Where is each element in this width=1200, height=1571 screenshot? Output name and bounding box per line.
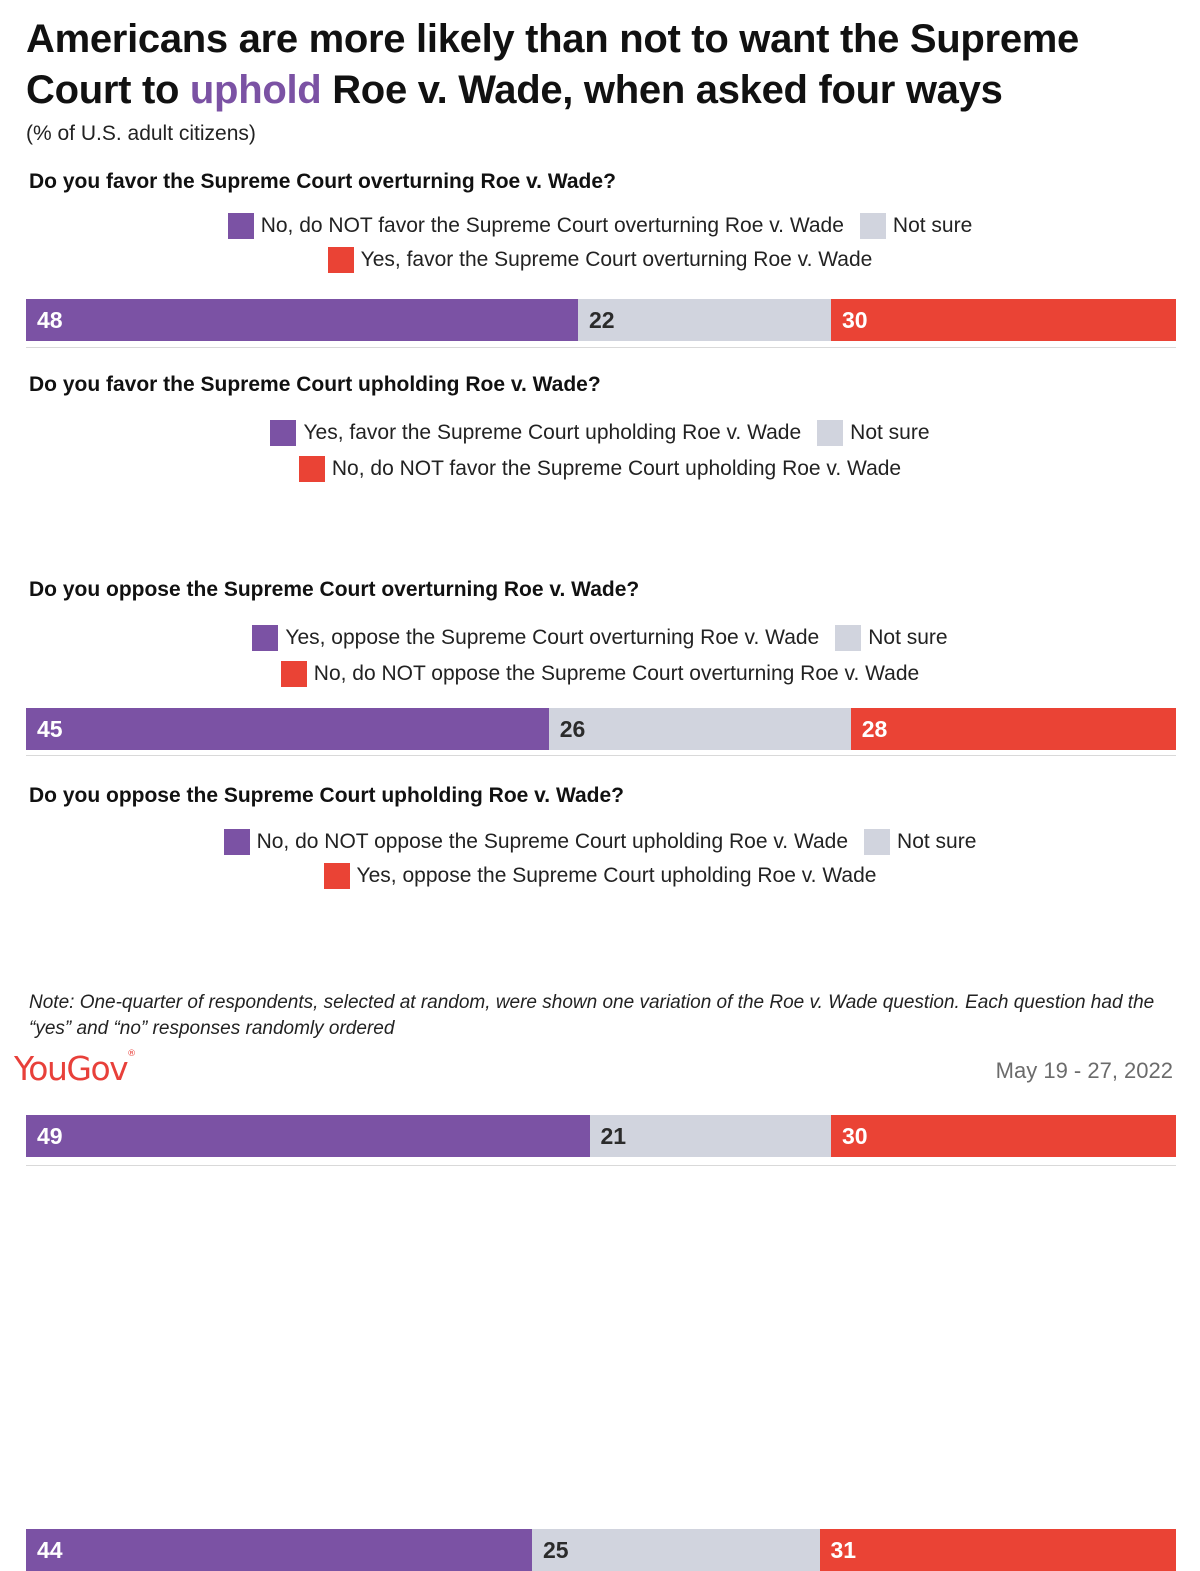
legend-swatch-purple — [223, 829, 250, 855]
data-label: 44 — [37, 1536, 63, 1563]
legend-item-red: Yes, favor the Supreme Court overturning… — [327, 247, 873, 273]
legend-swatch-gray — [864, 829, 891, 855]
data-label: 45 — [37, 715, 63, 742]
data-label: 48 — [37, 306, 63, 333]
legend-item-red: Yes, oppose the Supreme Court upholding … — [323, 863, 877, 889]
legend-swatch-purple — [270, 420, 297, 446]
legend-label: Yes, favor the Supreme Court overturning… — [360, 248, 873, 271]
legend-row: Yes, favor the Supreme Court overturning… — [0, 247, 1200, 273]
stacked-bar: 49 21 30 — [26, 1115, 1176, 1157]
stacked-bar: 44 25 31 — [26, 1529, 1176, 1571]
legend-swatch-gray — [859, 213, 886, 239]
bar-segment-not-sure: 21 — [589, 1115, 831, 1157]
stacked-bar: 48 22 30 — [26, 299, 1176, 341]
data-label: 49 — [37, 1122, 63, 1149]
data-label: 30 — [842, 1122, 868, 1149]
legend-item-gray: Not sure — [817, 420, 930, 446]
panel-question: Do you oppose the Supreme Court upholdin… — [29, 784, 625, 807]
legend-row: No, do NOT oppose the Supreme Court upho… — [0, 829, 1200, 855]
panel-separator — [26, 755, 1176, 756]
legend-swatch-red — [298, 456, 325, 482]
legend-item-red: No, do NOT favor the Supreme Court uphol… — [298, 456, 902, 482]
legend-label: No, do NOT oppose the Supreme Court over… — [313, 662, 920, 685]
bar-segment-not-sure: 25 — [532, 1529, 820, 1571]
legend-item-gray: Not sure — [835, 625, 948, 651]
panel-separator — [26, 347, 1176, 348]
yougov-logo: YouGov® — [14, 1049, 137, 1088]
legend-swatch-purple — [252, 625, 279, 651]
legend-swatch-gray — [817, 420, 844, 446]
title-part-1: Americans are more likely than not to wa… — [26, 17, 1079, 112]
legend-label: Not sure — [892, 214, 973, 237]
legend-row: Yes, oppose the Supreme Court upholding … — [0, 863, 1200, 889]
panel-question: Do you favor the Supreme Court upholding… — [29, 373, 601, 396]
legend-swatch-purple — [227, 213, 254, 239]
footnote: Note: One-quarter of respondents, select… — [29, 992, 1155, 1039]
bar-segment-purple: 48 — [26, 299, 578, 341]
bar-segment-red: 28 — [850, 708, 1176, 750]
legend-item-purple: Yes, favor the Supreme Court upholding R… — [270, 420, 801, 446]
legend-swatch-red — [327, 247, 354, 273]
bar-segment-red: 31 — [819, 1529, 1176, 1571]
chart-subtitle: (% of U.S. adult citizens) — [26, 122, 256, 145]
legend-swatch-red — [323, 863, 350, 889]
stacked-bar: 45 26 28 — [26, 708, 1176, 750]
panel-question: Do you favor the Supreme Court overturni… — [29, 170, 616, 193]
bar-segment-red: 30 — [831, 299, 1176, 341]
chart-panel-4: Do you oppose the Supreme Court upholdin… — [0, 784, 1200, 1571]
bar-segment-purple: 49 — [26, 1115, 590, 1157]
legend-row: No, do NOT oppose the Supreme Court over… — [0, 661, 1200, 687]
legend-row: No, do NOT favor the Supreme Court uphol… — [0, 456, 1200, 482]
panel-separator — [26, 1165, 1176, 1166]
legend-row: No, do NOT favor the Supreme Court overt… — [0, 213, 1200, 239]
legend-label: No, do NOT favor the Supreme Court overt… — [260, 214, 844, 237]
legend-label: No, do NOT oppose the Supreme Court upho… — [256, 830, 849, 853]
legend-row: Yes, oppose the Supreme Court overturnin… — [0, 625, 1200, 651]
legend-item-red: No, do NOT oppose the Supreme Court over… — [280, 661, 920, 687]
legend-label: Yes, favor the Supreme Court upholding R… — [303, 421, 802, 444]
legend-label: No, do NOT favor the Supreme Court uphol… — [331, 457, 902, 480]
legend-item-gray: Not sure — [859, 213, 973, 239]
legend-label: Not sure — [897, 830, 977, 853]
logo-text: YouGov — [14, 1049, 129, 1088]
survey-date: May 19 - 27, 2022 — [995, 1058, 1173, 1083]
data-label: 26 — [559, 715, 586, 742]
data-label: 25 — [543, 1536, 569, 1563]
legend-swatch-red — [280, 661, 307, 687]
legend-swatch-gray — [835, 625, 862, 651]
data-label: 28 — [861, 715, 888, 742]
bar-segment-red: 30 — [831, 1115, 1176, 1157]
chart-panel-3: Do you oppose the Supreme Court overturn… — [0, 578, 1200, 1166]
legend-item-purple: No, do NOT favor the Supreme Court overt… — [227, 213, 844, 239]
legend-item-purple: Yes, oppose the Supreme Court overturnin… — [252, 625, 819, 651]
legend-label: Yes, oppose the Supreme Court upholding … — [356, 864, 877, 887]
chart-title: Americans are more likely than not to wa… — [26, 14, 1186, 116]
data-label: 21 — [600, 1122, 627, 1149]
data-label: 31 — [830, 1536, 857, 1563]
bar-segment-purple: 45 — [26, 708, 549, 750]
title-highlight: uphold — [189, 68, 322, 112]
legend-label: Yes, oppose the Supreme Court overturnin… — [285, 626, 820, 649]
legend-item-purple: No, do NOT oppose the Supreme Court upho… — [223, 829, 849, 855]
panel-question: Do you oppose the Supreme Court overturn… — [29, 578, 640, 601]
legend-label: Not sure — [868, 626, 948, 649]
legend-label: Not sure — [850, 421, 930, 444]
legend-item-gray: Not sure — [864, 829, 976, 855]
data-label: 30 — [842, 306, 868, 333]
bar-segment-purple: 44 — [26, 1529, 532, 1571]
bar-segment-not-sure: 26 — [548, 708, 851, 750]
chart-panel-1: Do you favor the Supreme Court overturni… — [0, 170, 1200, 370]
title-part-2: Roe v. Wade, when asked four ways — [321, 68, 1003, 112]
data-label: 22 — [589, 306, 615, 333]
chart-panel-2: Do you favor the Supreme Court upholding… — [0, 373, 1200, 756]
bar-segment-not-sure: 22 — [578, 299, 831, 341]
legend-row: Yes, favor the Supreme Court upholding R… — [0, 420, 1200, 446]
